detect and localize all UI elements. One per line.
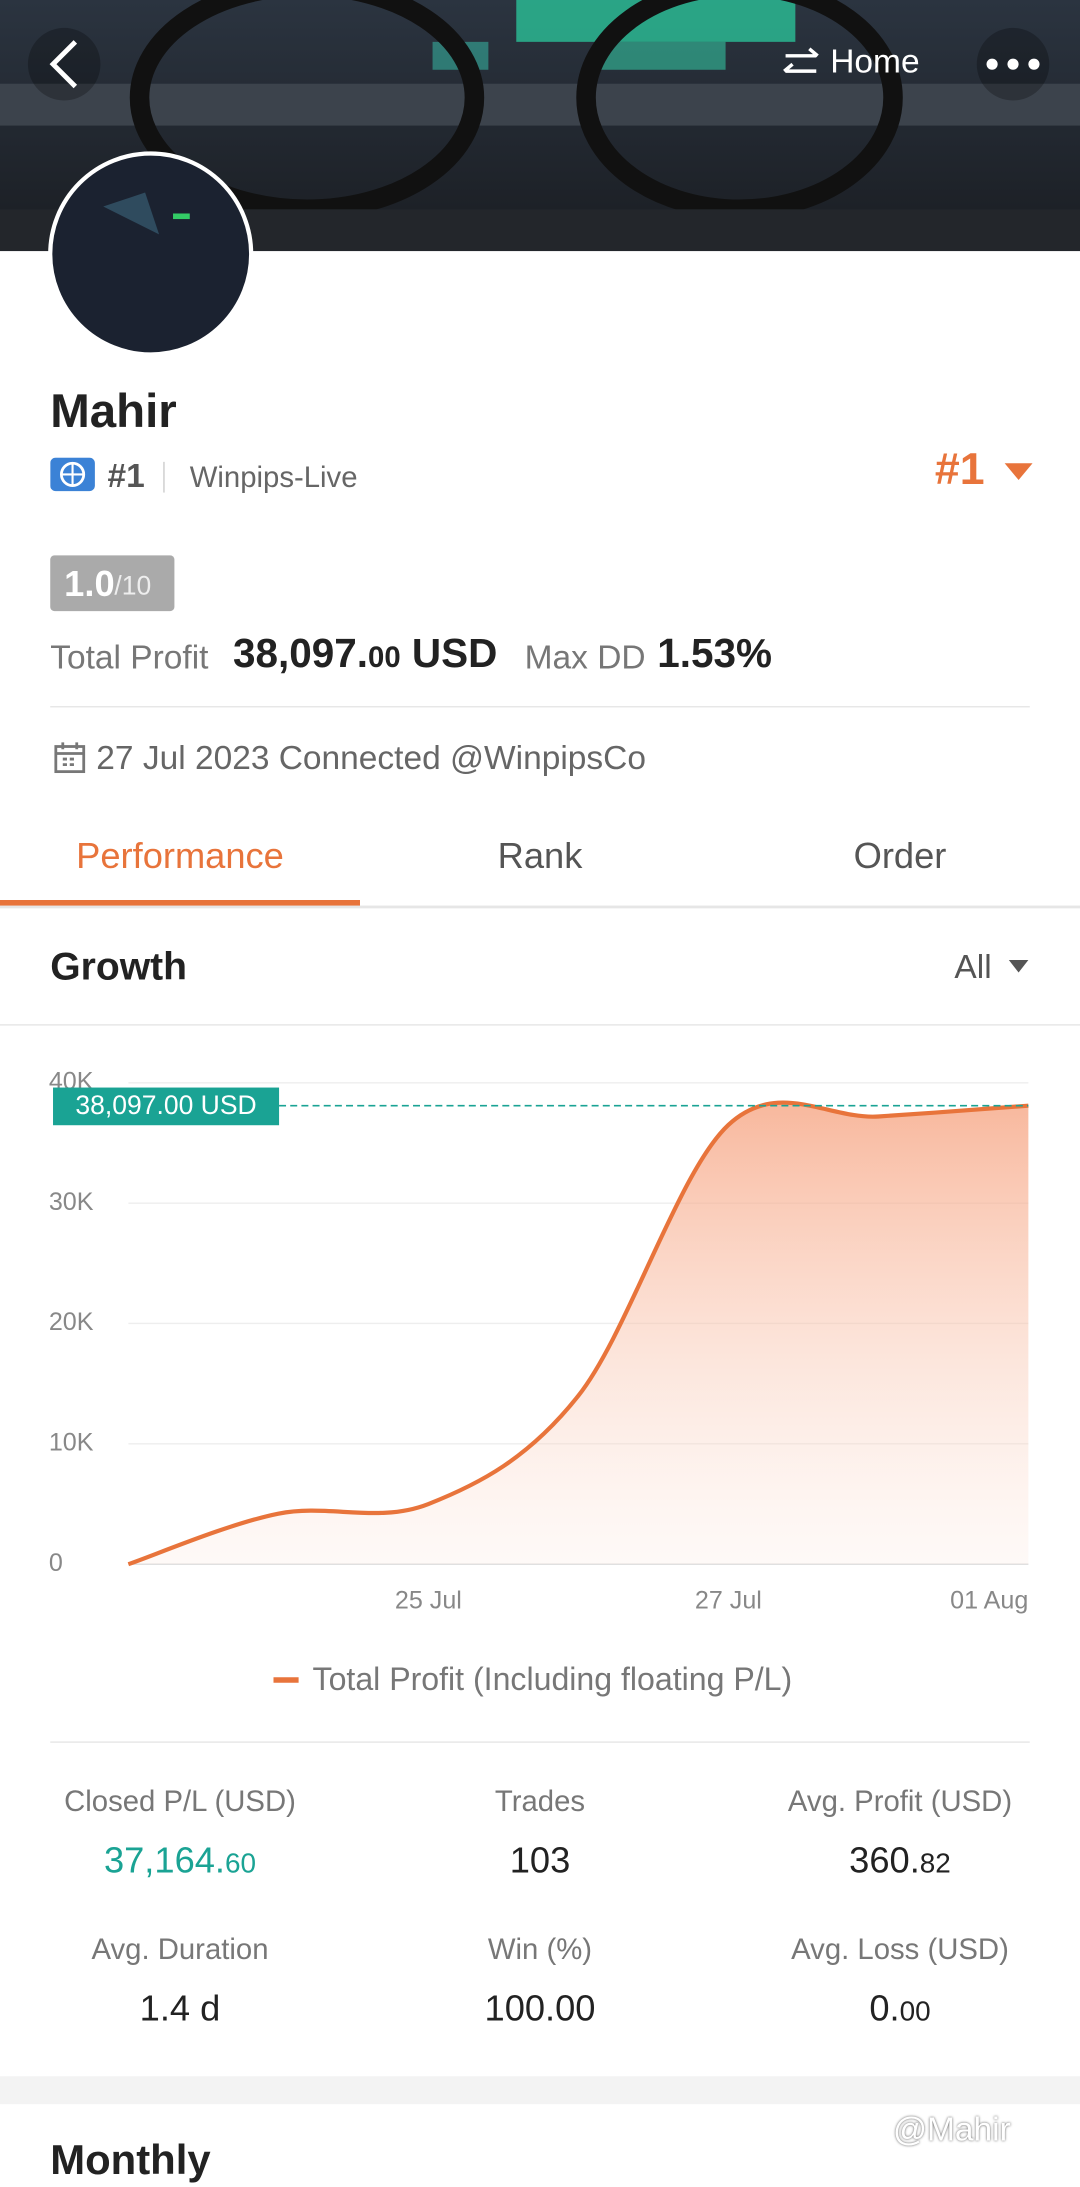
range-filter[interactable]: All: [954, 948, 992, 987]
tab[interactable]: Rank: [497, 834, 583, 877]
watermark: @Mahir: [893, 2111, 1011, 2149]
x-tick-label: 01 Aug: [950, 1587, 1028, 1615]
stat: Trades 103: [360, 1786, 720, 1882]
max-dd-label: Max DD: [524, 639, 646, 677]
stat-label: Trades: [494, 1786, 586, 1819]
stat-label: Avg. Duration: [91, 1933, 269, 1967]
max-dd: 1.53%: [657, 632, 772, 677]
stat-value-main: 103: [509, 1839, 571, 1881]
stat-value: 0.00: [720, 1987, 1080, 2030]
divider: [0, 1024, 1080, 1026]
user-name: Mahir: [50, 385, 177, 439]
stat-value-main: 0.: [869, 1986, 900, 2029]
divider: [50, 706, 1030, 708]
tab-bar-line: [0, 905, 1080, 909]
global-rank: #1: [107, 457, 145, 496]
globe-icon: [50, 457, 95, 492]
section-gap: [0, 2076, 1080, 2105]
tab[interactable]: Order: [853, 834, 947, 877]
reference-label-bg: [53, 1087, 280, 1126]
home-button[interactable]: Home: [830, 43, 920, 81]
stats-grid: Closed P/L (USD) 37,164.60 Trades 103 Avg. P…: [0, 1786, 1080, 2065]
stat-value-main: 100.00: [484, 1986, 596, 2029]
rating-badge: [50, 555, 175, 612]
rating: 1.0: [64, 562, 115, 605]
stat-value-main: 360.: [849, 1839, 920, 1881]
total-profit: 38,097.00 USD: [233, 632, 497, 678]
divider: [163, 461, 165, 493]
total-profit-label: Total Profit: [50, 639, 209, 677]
stat-label: Avg. Profit (USD): [787, 1786, 1013, 1819]
y-tick-label: 30K: [49, 1188, 94, 1216]
legend-label: Total Profit (Including floating P/L): [313, 1661, 793, 1697]
stat-value: 100.00: [360, 1987, 720, 2030]
reference-label: 38,097.00 USD: [75, 1090, 256, 1120]
server-name: Winpips-Live: [189, 461, 358, 494]
stat-label: Win (%): [487, 1933, 593, 1967]
section-title: Monthly: [50, 2137, 211, 2184]
calendar-icon: [54, 742, 86, 774]
area: [128, 1102, 1029, 1565]
x-tick-label: 27 Jul: [695, 1587, 762, 1615]
stat-value: 1.4 d: [0, 1987, 360, 2030]
stat-value-decimals: 60: [225, 1848, 257, 1880]
stat-value: 37,164.60: [0, 1839, 360, 1882]
tab[interactable]: Performance: [76, 834, 284, 877]
divider: [50, 1741, 1030, 1743]
filter-arrow: [1008, 960, 1029, 973]
stat-value: 103: [360, 1839, 720, 1882]
tab-indicator: [0, 900, 361, 906]
total-profit-main: 38,097.: [233, 632, 369, 677]
avatar: [48, 151, 254, 357]
stat-value-decimals: 82: [919, 1848, 951, 1880]
stat: Avg. Loss (USD) 0.00: [720, 1934, 1080, 2030]
rating-max: /10: [114, 572, 152, 602]
stat: Closed P/L (USD) 37,164.60: [0, 1786, 360, 1882]
stat: Win (%) 100.00: [360, 1934, 720, 2030]
y-tick-label: 0: [49, 1549, 63, 1577]
stat: Avg. Duration 1.4 d: [0, 1934, 360, 2030]
total-profit-unit: USD: [411, 632, 498, 677]
y-tick-label: 10K: [49, 1428, 94, 1456]
stat-label: Avg. Loss (USD): [791, 1933, 1009, 1967]
connected-info: 27 Jul 2023 Connected @WinpipsCo: [96, 739, 646, 778]
rank-badge[interactable]: #1: [934, 443, 985, 494]
total-profit-decimals: 00: [368, 641, 401, 674]
stat-value: 360.82: [720, 1839, 1080, 1882]
section-title: Growth: [50, 944, 187, 988]
rank-arrow: [1004, 463, 1033, 481]
y-tick-label: 20K: [49, 1308, 94, 1336]
x-tick-label: 25 Jul: [395, 1587, 462, 1615]
stat: Avg. Profit (USD) 360.82: [720, 1786, 1080, 1882]
stat-value-main: 1.4 d: [139, 1986, 221, 2029]
stat-value-decimals: 00: [899, 1996, 931, 2028]
stat-value-main: 37,164.: [103, 1839, 226, 1881]
stat-label: Closed P/L (USD): [64, 1786, 296, 1819]
line: [127, 1100, 1029, 1567]
